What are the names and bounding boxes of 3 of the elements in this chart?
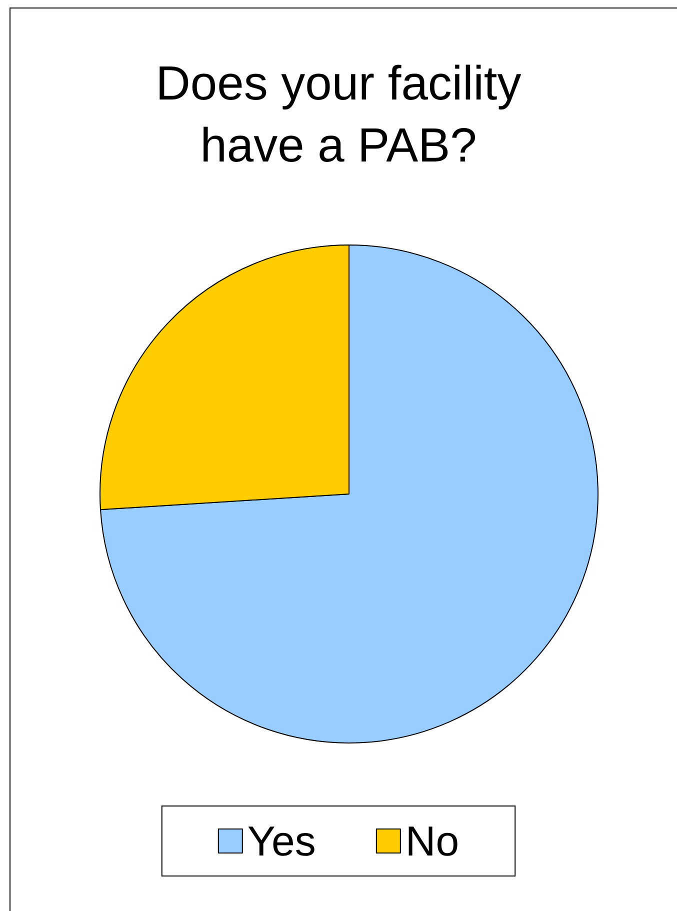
chart-title: Does your facility have a PAB? <box>156 58 522 172</box>
legend-label: No <box>405 818 460 864</box>
legend-label: Yes <box>247 818 316 864</box>
